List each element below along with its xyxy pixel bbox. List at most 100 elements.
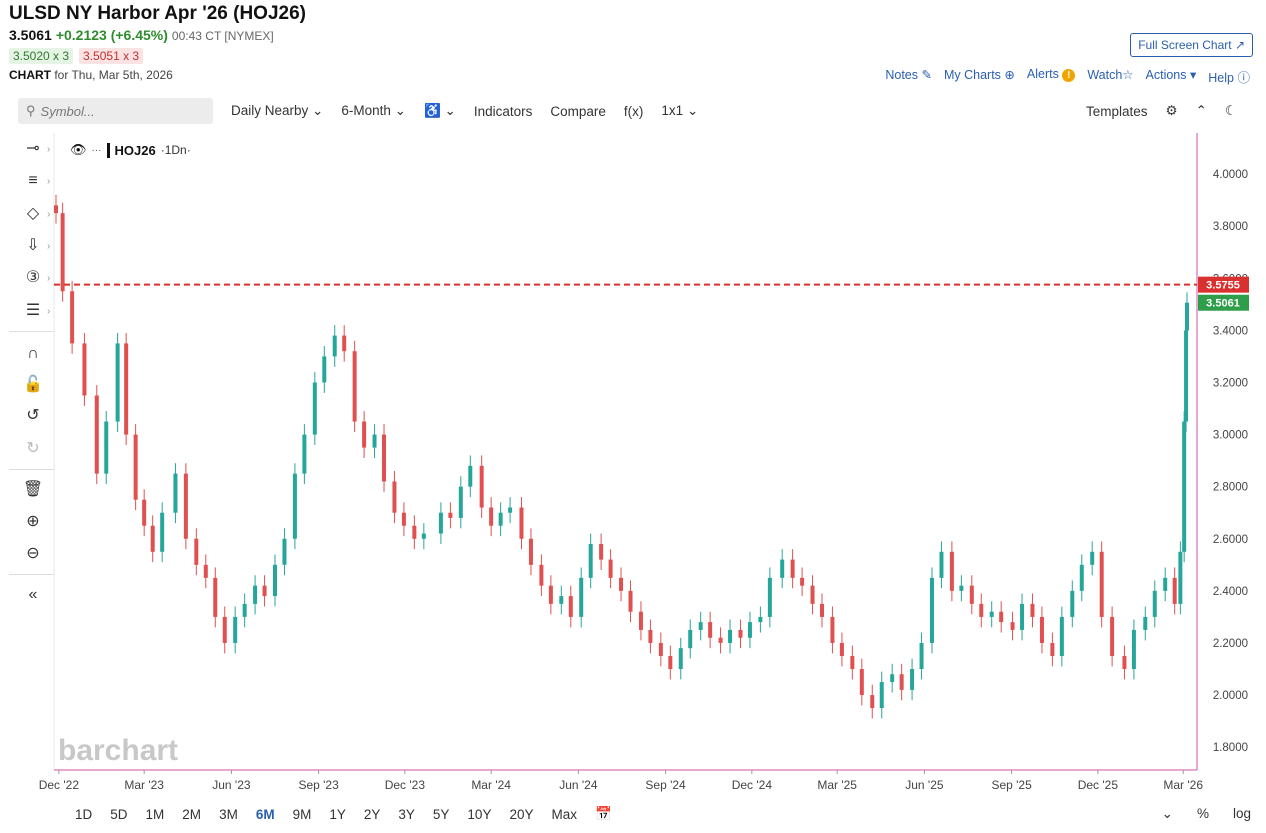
range-5d[interactable]: 5D <box>110 806 128 822</box>
range-20y[interactable]: 20Y <box>509 806 534 822</box>
unlock-icon[interactable]: 🔓 <box>23 376 43 393</box>
candle-body <box>332 335 337 357</box>
candle <box>1059 606 1064 667</box>
candle-body <box>548 585 553 604</box>
actions-link[interactable]: Actions ▾ <box>1146 67 1197 86</box>
candle-body <box>728 629 733 643</box>
shape-tool-icon[interactable]: ◇ <box>26 205 40 222</box>
indicators-button[interactable]: Indicators <box>473 103 533 119</box>
candle <box>999 601 1004 633</box>
redo-icon[interactable]: ↻ <box>26 440 40 457</box>
period-dropdown[interactable]: Daily Nearby ⌄ <box>231 103 323 119</box>
candle <box>648 619 653 654</box>
range-3y[interactable]: 3Y <box>398 806 415 822</box>
percent-toggle[interactable]: % <box>1196 806 1209 821</box>
magnet-icon[interactable]: ∩ <box>27 345 39 362</box>
candle <box>810 575 815 615</box>
last-price-label: 3.5061 <box>1206 298 1240 310</box>
watermark: barchart <box>58 734 178 767</box>
candle <box>949 541 954 602</box>
candle <box>438 502 443 544</box>
range-1y[interactable]: 1Y <box>329 806 346 822</box>
range-9m[interactable]: 9M <box>292 806 312 822</box>
range-1m[interactable]: 1M <box>145 806 165 822</box>
zoom-in-icon[interactable]: ⊕ <box>26 513 40 530</box>
candle-body <box>362 421 367 448</box>
candle <box>1039 606 1044 654</box>
gear-icon[interactable]: ⚙ <box>1165 103 1178 118</box>
eye-icon[interactable]: 👁 <box>70 142 87 157</box>
candle-body <box>1178 551 1183 604</box>
x-tick-label: Jun '23 <box>212 778 251 792</box>
zoom-out-icon[interactable]: ⊖ <box>26 545 40 562</box>
y-axis-ticks: 4.00003.80003.60003.40003.20003.00002.80… <box>1213 169 1248 754</box>
range-max[interactable]: Max <box>551 806 577 822</box>
range-6m[interactable]: 6M <box>255 806 275 822</box>
series-color-bar <box>106 142 110 158</box>
candle-body <box>1163 577 1168 591</box>
page-title: ULSD NY Harbor Apr '26 (HOJ26) <box>9 3 306 24</box>
range-bar: 1D 5D 1M 2M 3M 6M 9M 1Y 2Y 3Y 5Y 10Y 20Y… <box>9 800 1257 828</box>
dark-mode-icon[interactable]: ☾ <box>1224 103 1237 118</box>
collapse-up-icon[interactable]: ⌃ <box>1195 103 1207 118</box>
range-5y[interactable]: 5Y <box>432 806 450 822</box>
collapse-down-icon[interactable]: ⌄ <box>1161 806 1173 821</box>
symbol-search[interactable]: ⚲ Symbol... <box>18 98 213 124</box>
candle-body <box>668 655 673 670</box>
candle <box>979 593 984 628</box>
watch-label: Watch <box>1087 68 1123 82</box>
fx-button[interactable]: f(x) <box>623 103 644 119</box>
collapse-sidebar-icon[interactable]: « <box>28 586 38 603</box>
candle-body <box>638 611 643 630</box>
candle <box>939 541 944 589</box>
notes-link[interactable]: Notes ✎ <box>885 67 932 86</box>
price-chart[interactable]: barchart 4.00003.80003.60003.40003.20003… <box>0 0 1266 800</box>
number-tool-icon[interactable]: ③ <box>25 269 41 286</box>
notes-label: Notes <box>885 68 918 82</box>
range-10y[interactable]: 10Y <box>467 806 492 822</box>
alerts-link[interactable]: Alerts ! <box>1027 67 1076 86</box>
templates-button[interactable]: Templates <box>1085 103 1148 119</box>
range-2y[interactable]: 2Y <box>363 806 381 822</box>
range-1d[interactable]: 1D <box>75 806 93 822</box>
candle <box>412 515 417 550</box>
candle-body <box>1010 622 1015 630</box>
candle <box>242 593 247 628</box>
candle-body <box>438 512 443 534</box>
candle-body <box>708 622 713 638</box>
more-icon[interactable]: ··· <box>91 144 102 156</box>
chart-type-dropdown[interactable]: ♿ ⌄ <box>424 103 456 119</box>
candle-body <box>1020 603 1025 630</box>
log-toggle[interactable]: log <box>1232 806 1251 821</box>
help-link[interactable]: Help ⓘ <box>1208 67 1250 86</box>
line-tool-icon[interactable]: ⊸ <box>26 140 40 157</box>
candle <box>969 575 974 615</box>
chevron-right-icon: › <box>47 241 51 252</box>
candle <box>919 632 924 680</box>
chevron-right-icon: › <box>47 176 51 187</box>
candle <box>708 611 713 649</box>
undo-icon[interactable]: ↺ <box>26 407 40 424</box>
range-3m[interactable]: 3M <box>219 806 238 822</box>
candle <box>658 632 663 667</box>
arrow-down-tool-icon[interactable]: ⇩ <box>26 237 40 254</box>
range-2m[interactable]: 2M <box>182 806 202 822</box>
list-tool-icon[interactable]: ≡ <box>28 172 38 189</box>
watch-link[interactable]: Watch☆ <box>1087 67 1133 86</box>
fib-tool-icon[interactable]: ☰ <box>25 302 41 319</box>
candle <box>1172 567 1177 615</box>
candle <box>498 502 503 537</box>
divider <box>9 331 54 332</box>
fullscreen-button[interactable]: Full Screen Chart ↗ <box>1130 33 1253 57</box>
candle <box>910 658 915 701</box>
layout-dropdown[interactable]: 1x1 ⌄ <box>661 103 698 119</box>
calendar-icon[interactable]: 📅 <box>595 806 612 821</box>
reference-price-label: 3.5755 <box>1206 280 1240 292</box>
y-tick-label: 4.0000 <box>1213 169 1248 181</box>
last-price: 3.5061 <box>9 27 52 43</box>
compare-button[interactable]: Compare <box>550 103 606 119</box>
trash-icon[interactable]: 🗑 <box>22 481 44 498</box>
candle-body <box>910 669 915 690</box>
my-charts-link[interactable]: My Charts ⊕ <box>944 67 1015 86</box>
range-dropdown[interactable]: 6-Month ⌄ <box>341 103 406 119</box>
